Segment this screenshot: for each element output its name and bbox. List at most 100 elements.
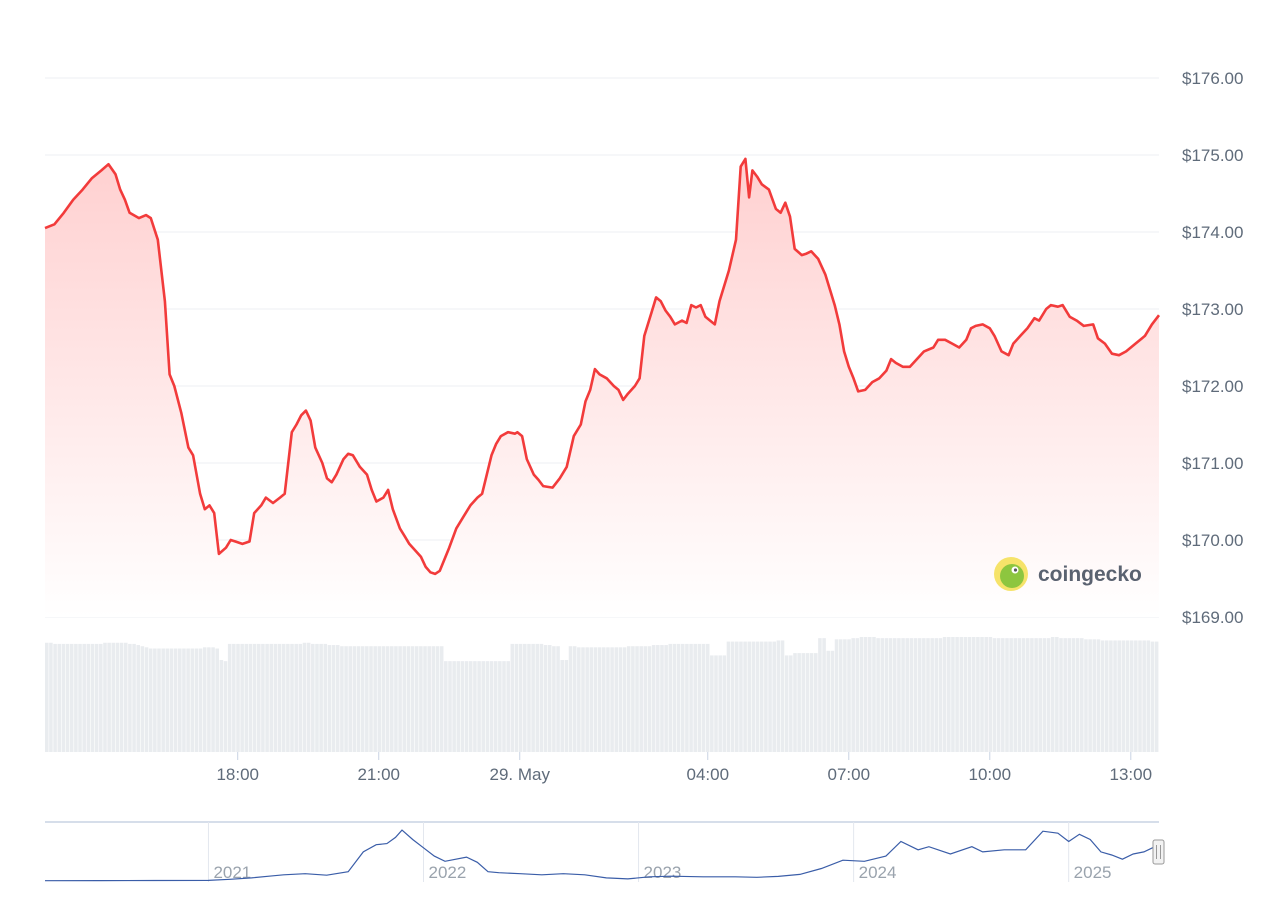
volume-bar <box>502 661 506 752</box>
volume-bar <box>464 661 469 752</box>
volume-bar <box>751 641 756 752</box>
volume-bar <box>1150 641 1155 752</box>
volume-bar <box>1154 641 1159 752</box>
navigator-year-label: 2021 <box>213 863 251 882</box>
volume-bar <box>1067 638 1072 752</box>
volume-bar <box>1142 640 1146 752</box>
volume-bar <box>597 647 602 752</box>
volume-bar <box>327 645 332 752</box>
volume-bar <box>992 638 997 752</box>
volume-bar <box>863 637 868 752</box>
volume-bar <box>572 646 577 752</box>
volume-bar <box>128 643 132 752</box>
volume-bar <box>1113 640 1117 752</box>
volume-bar <box>743 641 747 752</box>
volume-bar <box>1109 640 1113 752</box>
volume-bar <box>776 640 781 752</box>
volume-bar <box>822 638 826 752</box>
y-tick-label: $173.00 <box>1182 300 1243 319</box>
volume-bar <box>813 653 818 752</box>
volume-bar <box>1138 640 1142 752</box>
volume-bar <box>402 646 407 752</box>
volume-bar <box>223 661 228 752</box>
volume-bar <box>414 646 419 752</box>
navigator-frame <box>45 822 1159 882</box>
volume-bar <box>593 647 598 752</box>
navigator-year-label: 2022 <box>429 863 467 882</box>
y-tick-label: $176.00 <box>1182 69 1243 88</box>
volume-bar <box>876 638 880 752</box>
price-line[interactable] <box>44 157 1161 576</box>
volume-bar <box>298 643 303 752</box>
x-tick-label: 07:00 <box>827 765 870 784</box>
volume-bar <box>1146 640 1151 752</box>
volume-bar <box>926 638 930 752</box>
volume-bar <box>1030 638 1034 752</box>
volume-bar <box>178 648 182 752</box>
navigator-year-label: 2025 <box>1074 863 1112 882</box>
y-axis: $169.00 $170.00 $171.00 $172.00 $173.00 $174.… <box>1182 69 1243 627</box>
volume-bar <box>381 646 386 752</box>
volume-bar <box>86 643 91 752</box>
volume-bar <box>460 661 465 752</box>
volume-bar <box>668 643 673 752</box>
volume-bar <box>435 646 440 752</box>
volume-bar <box>1117 640 1121 752</box>
volume-bar <box>656 645 660 752</box>
volume-bar <box>365 646 369 752</box>
volume-bar <box>888 638 893 752</box>
volume-bar <box>618 647 623 752</box>
volume-bar <box>344 646 348 752</box>
y-tick-label: $171.00 <box>1182 454 1243 473</box>
volume-bar <box>1050 637 1055 752</box>
volume-bar <box>755 641 760 752</box>
volume-bar <box>331 645 336 752</box>
volume-bar <box>311 643 315 752</box>
volume-bar <box>244 643 249 752</box>
y-tick-label: $172.00 <box>1182 377 1243 396</box>
volume-bar <box>718 655 722 752</box>
volume-bar <box>868 637 872 752</box>
volume-bar <box>909 638 914 752</box>
volume-bar <box>809 653 814 752</box>
navigator-handle[interactable] <box>1152 839 1165 865</box>
volume-bar <box>685 643 689 752</box>
volume-bar <box>182 648 186 752</box>
volume-bars <box>45 637 1159 752</box>
volume-bar <box>398 646 402 752</box>
volume-bar <box>793 653 797 752</box>
volume-bar <box>1092 639 1097 752</box>
volume-bar <box>1104 640 1109 752</box>
volume-bar <box>144 647 149 752</box>
volume-bar <box>165 648 170 752</box>
volume-bar <box>847 639 851 752</box>
volume-bar <box>984 637 988 752</box>
volume-bar <box>514 643 519 752</box>
x-tick-label: 04:00 <box>686 765 729 784</box>
volume-bar <box>111 642 116 752</box>
volume-bar <box>448 661 452 752</box>
volume-bar <box>360 646 365 752</box>
volume-bar <box>772 641 776 752</box>
volume-bar <box>74 643 78 752</box>
volume-bar <box>1088 639 1092 752</box>
volume-bar <box>872 637 876 752</box>
navigator-price-line <box>44 829 1160 882</box>
volume-bar <box>581 647 585 752</box>
volume-bar <box>49 642 53 752</box>
volume-bar <box>938 638 943 752</box>
volume-bar <box>1121 640 1126 752</box>
volume-bar <box>385 646 390 752</box>
coingecko-wordmark: coingecko <box>1038 563 1142 586</box>
drag-handle-icon[interactable] <box>1152 839 1165 865</box>
volume-bar <box>198 648 203 752</box>
volume-bar <box>1063 638 1067 752</box>
volume-bar <box>369 646 373 752</box>
navigator[interactable]: 2021 2022 2023 2024 2025 <box>44 821 1165 882</box>
volume-bar <box>735 641 739 752</box>
volume-bar <box>1017 638 1022 752</box>
volume-bar <box>82 643 86 752</box>
volume-bar <box>797 653 801 752</box>
volume-bar <box>273 643 278 752</box>
